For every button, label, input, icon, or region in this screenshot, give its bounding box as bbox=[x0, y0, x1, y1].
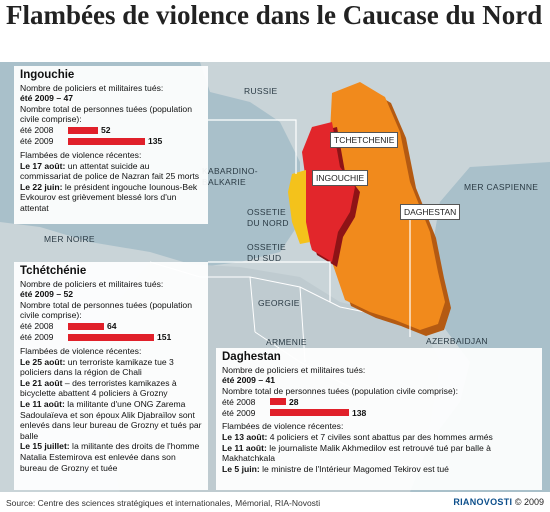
label-georgie: GEORGIE bbox=[258, 298, 300, 308]
daghestan-police-label: Nombre de policiers et militaires tués: bbox=[222, 364, 366, 375]
label-azerbaidjan: AZERBAIDJAN bbox=[426, 336, 488, 346]
daghestan-bar-2008: été 2008 28 bbox=[222, 396, 536, 407]
ria-logo: RIANOVOSTI bbox=[453, 497, 513, 507]
bar-fill bbox=[270, 398, 286, 406]
tchetchenie-heading: Tchétchénie bbox=[20, 265, 87, 277]
bar-label: été 2009 bbox=[222, 407, 256, 418]
daghestan-event-3: Le 5 juin: le ministre de l'Intérieur Ma… bbox=[222, 463, 449, 474]
label-mer-caspienne: MER CASPIENNE bbox=[464, 182, 539, 192]
bar-value: 138 bbox=[352, 407, 367, 418]
ingouchie-heading: Ingouchie bbox=[20, 69, 75, 81]
tchetchenie-event-4: Le 15 juillet: la militante des droits d… bbox=[20, 441, 200, 473]
bar-fill bbox=[68, 322, 104, 330]
bar-value: 64 bbox=[107, 321, 117, 332]
label-kabardino: KABARDINO-BALKARIE bbox=[202, 166, 258, 187]
label-ossetie-nord: OSSETIE DU NORD bbox=[247, 207, 289, 228]
bar-label: été 2008 bbox=[20, 125, 54, 136]
ingouchie-bar-2009: été 2009 135 bbox=[20, 136, 202, 147]
page-title: Flambées de violence dans le Caucase du … bbox=[6, 0, 543, 30]
ingouchie-bar-2008: été 2008 52 bbox=[20, 125, 202, 136]
leader-ingouchie bbox=[208, 119, 297, 174]
tchetchenie-event-3: Le 11 août: la militante d'une ONG Zarem… bbox=[20, 398, 202, 441]
bar-fill bbox=[68, 137, 145, 145]
bar-label: été 2008 bbox=[20, 321, 54, 332]
ingouchie-police-label: Nombre de policiers et militaires tués: bbox=[20, 82, 164, 93]
label-armenie: ARMENIE bbox=[266, 337, 307, 347]
daghestan-total-label: Nombre total de personnes tuées (populat… bbox=[222, 385, 458, 396]
tchetchenie-recent-label: Flambées de violence récentes: bbox=[20, 345, 142, 356]
tchetchenie-box: Tchétchénie Nombre de policiers et milit… bbox=[14, 262, 208, 490]
bar-value: 151 bbox=[157, 332, 172, 343]
tchetchenie-bar-2009: été 2009 151 bbox=[20, 332, 202, 343]
ingouchie-recent-label: Flambées de violence récentes: bbox=[20, 149, 142, 160]
bar-label: été 2008 bbox=[222, 396, 256, 407]
daghestan-heading: Daghestan bbox=[222, 351, 281, 363]
daghestan-event-2: Le 11 août: le journaliste Malik Akhmedi… bbox=[222, 442, 491, 464]
source-note: Source: Centre des sciences stratégiques… bbox=[6, 498, 321, 508]
bar-fill bbox=[68, 333, 154, 341]
ingouchie-event-2: Le 22 juin: le président ingouche Iounou… bbox=[20, 181, 198, 213]
label-mer-noire: MER NOIRE bbox=[44, 234, 95, 244]
tchetchenie-police-value: été 2009 – 52 bbox=[20, 289, 74, 300]
tchetchenie-police-label: Nombre de policiers et militaires tués: bbox=[20, 278, 164, 289]
bar-value: 52 bbox=[101, 125, 111, 136]
tchetchenie-event-1: Le 25 août: un terroriste kamikaze tue 3… bbox=[20, 356, 174, 378]
label-ossetie-sud: OSSETIE DU SUD bbox=[247, 242, 286, 263]
daghestan-event-1: Le 13 août: 4 policiers et 7 civiles son… bbox=[222, 431, 493, 442]
daghestan-bar-2009: été 2009 138 bbox=[222, 407, 536, 418]
credit-year: © 2009 bbox=[514, 497, 544, 507]
bar-label: été 2009 bbox=[20, 332, 54, 343]
ingouchie-region bbox=[288, 170, 310, 244]
tag-tchetchenie: TCHETCHENIE bbox=[330, 132, 399, 148]
label-russie: RUSSIE bbox=[244, 86, 278, 96]
tchetchenie-region bbox=[302, 122, 355, 262]
tag-ingouchie: INGOUCHIE bbox=[312, 170, 369, 186]
daghestan-police-value: été 2009 – 41 bbox=[222, 375, 276, 386]
daghestan-box: Daghestan Nombre de policiers et militai… bbox=[216, 348, 542, 490]
bar-value: 28 bbox=[289, 396, 299, 407]
ingouchie-event-1: Le 17 août: un attentat suicide au commi… bbox=[20, 160, 200, 182]
leader-tchetchenie bbox=[208, 261, 331, 302]
tag-daghestan: DAGHESTAN bbox=[400, 204, 461, 220]
bar-value: 135 bbox=[148, 136, 163, 147]
border-lines bbox=[149, 261, 426, 393]
ingouchie-total-label: Nombre total de personnes tuées (populat… bbox=[20, 103, 192, 125]
tchetchenie-event-2: Le 21 août – des terroristes kamikazes à… bbox=[20, 377, 177, 399]
bar-fill bbox=[270, 409, 349, 417]
tchetchenie-bar-2008: été 2008 64 bbox=[20, 321, 202, 332]
ingouchie-box: Ingouchie Nombre de policiers et militai… bbox=[14, 66, 208, 224]
tchetchenie-total-label: Nombre total de personnes tuées (populat… bbox=[20, 299, 192, 321]
bar-label: été 2009 bbox=[20, 136, 54, 147]
daghestan-recent-label: Flambées de violence récentes: bbox=[222, 421, 344, 432]
ingouchie-police-value: été 2009 – 47 bbox=[20, 93, 74, 104]
bar-fill bbox=[68, 126, 98, 134]
credit: RIANOVOSTI © 2009 bbox=[453, 497, 544, 507]
